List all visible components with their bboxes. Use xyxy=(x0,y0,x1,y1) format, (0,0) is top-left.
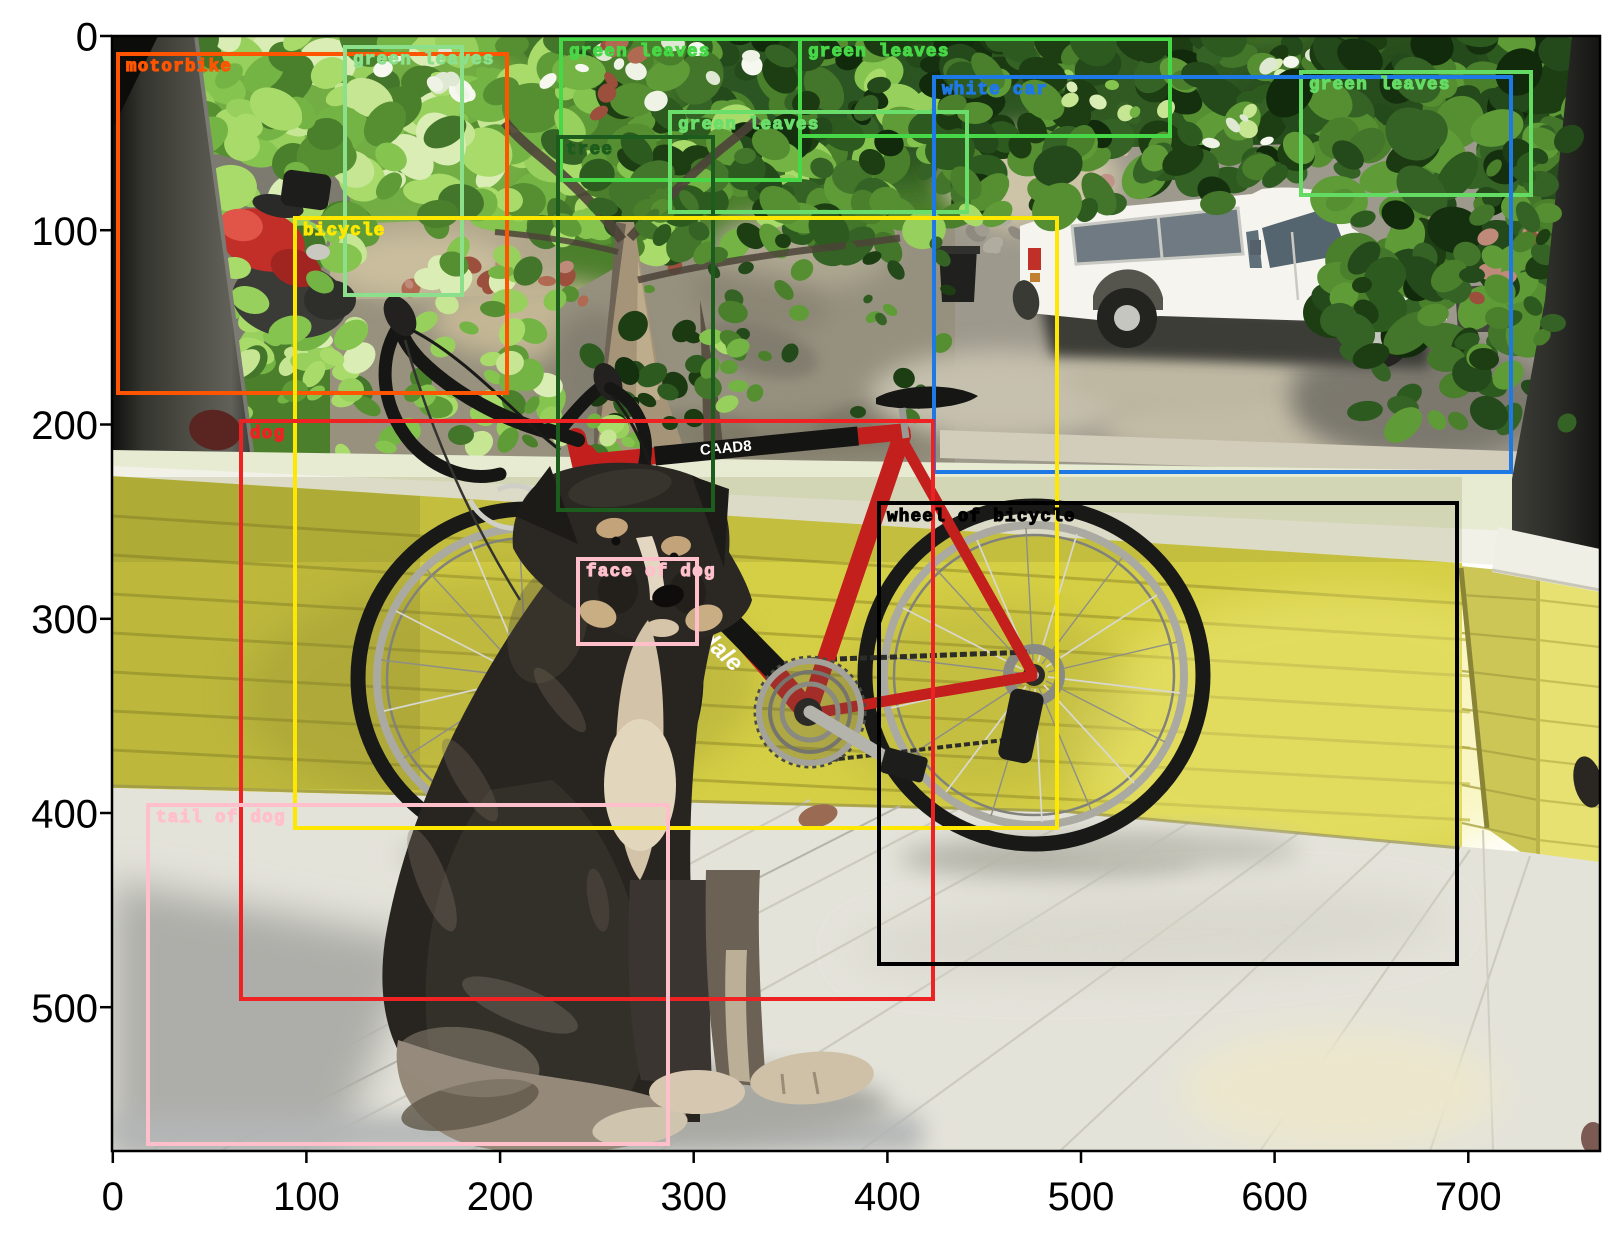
svg-text:200: 200 xyxy=(31,404,98,448)
svg-text:green leaves: green leaves xyxy=(1309,75,1451,95)
svg-text:green leaves: green leaves xyxy=(808,42,950,62)
svg-text:face of dog: face of dog xyxy=(586,562,716,582)
svg-text:400: 400 xyxy=(854,1175,921,1219)
svg-text:green leaves: green leaves xyxy=(569,42,711,62)
svg-text:400: 400 xyxy=(31,793,98,837)
svg-text:tail of dog: tail of dog xyxy=(156,808,286,828)
svg-text:motorbike: motorbike xyxy=(126,57,232,77)
svg-text:100: 100 xyxy=(31,210,98,254)
svg-text:0: 0 xyxy=(76,16,98,60)
svg-text:500: 500 xyxy=(1048,1175,1115,1219)
svg-text:dog: dog xyxy=(250,424,285,444)
svg-text:white car: white car xyxy=(942,80,1048,100)
svg-text:300: 300 xyxy=(31,598,98,642)
svg-text:500: 500 xyxy=(31,987,98,1031)
svg-text:green leaves: green leaves xyxy=(353,50,495,70)
svg-text:green leaves: green leaves xyxy=(678,115,820,135)
svg-text:wheel of bicycle: wheel of bicycle xyxy=(887,507,1076,527)
svg-text:600: 600 xyxy=(1241,1175,1308,1219)
svg-text:bicycle: bicycle xyxy=(303,221,386,241)
svg-text:700: 700 xyxy=(1435,1175,1502,1219)
svg-text:200: 200 xyxy=(467,1175,534,1219)
svg-text:100: 100 xyxy=(273,1175,340,1219)
svg-text:300: 300 xyxy=(660,1175,727,1219)
svg-text:0: 0 xyxy=(102,1175,124,1219)
svg-text:tree: tree xyxy=(566,140,613,160)
